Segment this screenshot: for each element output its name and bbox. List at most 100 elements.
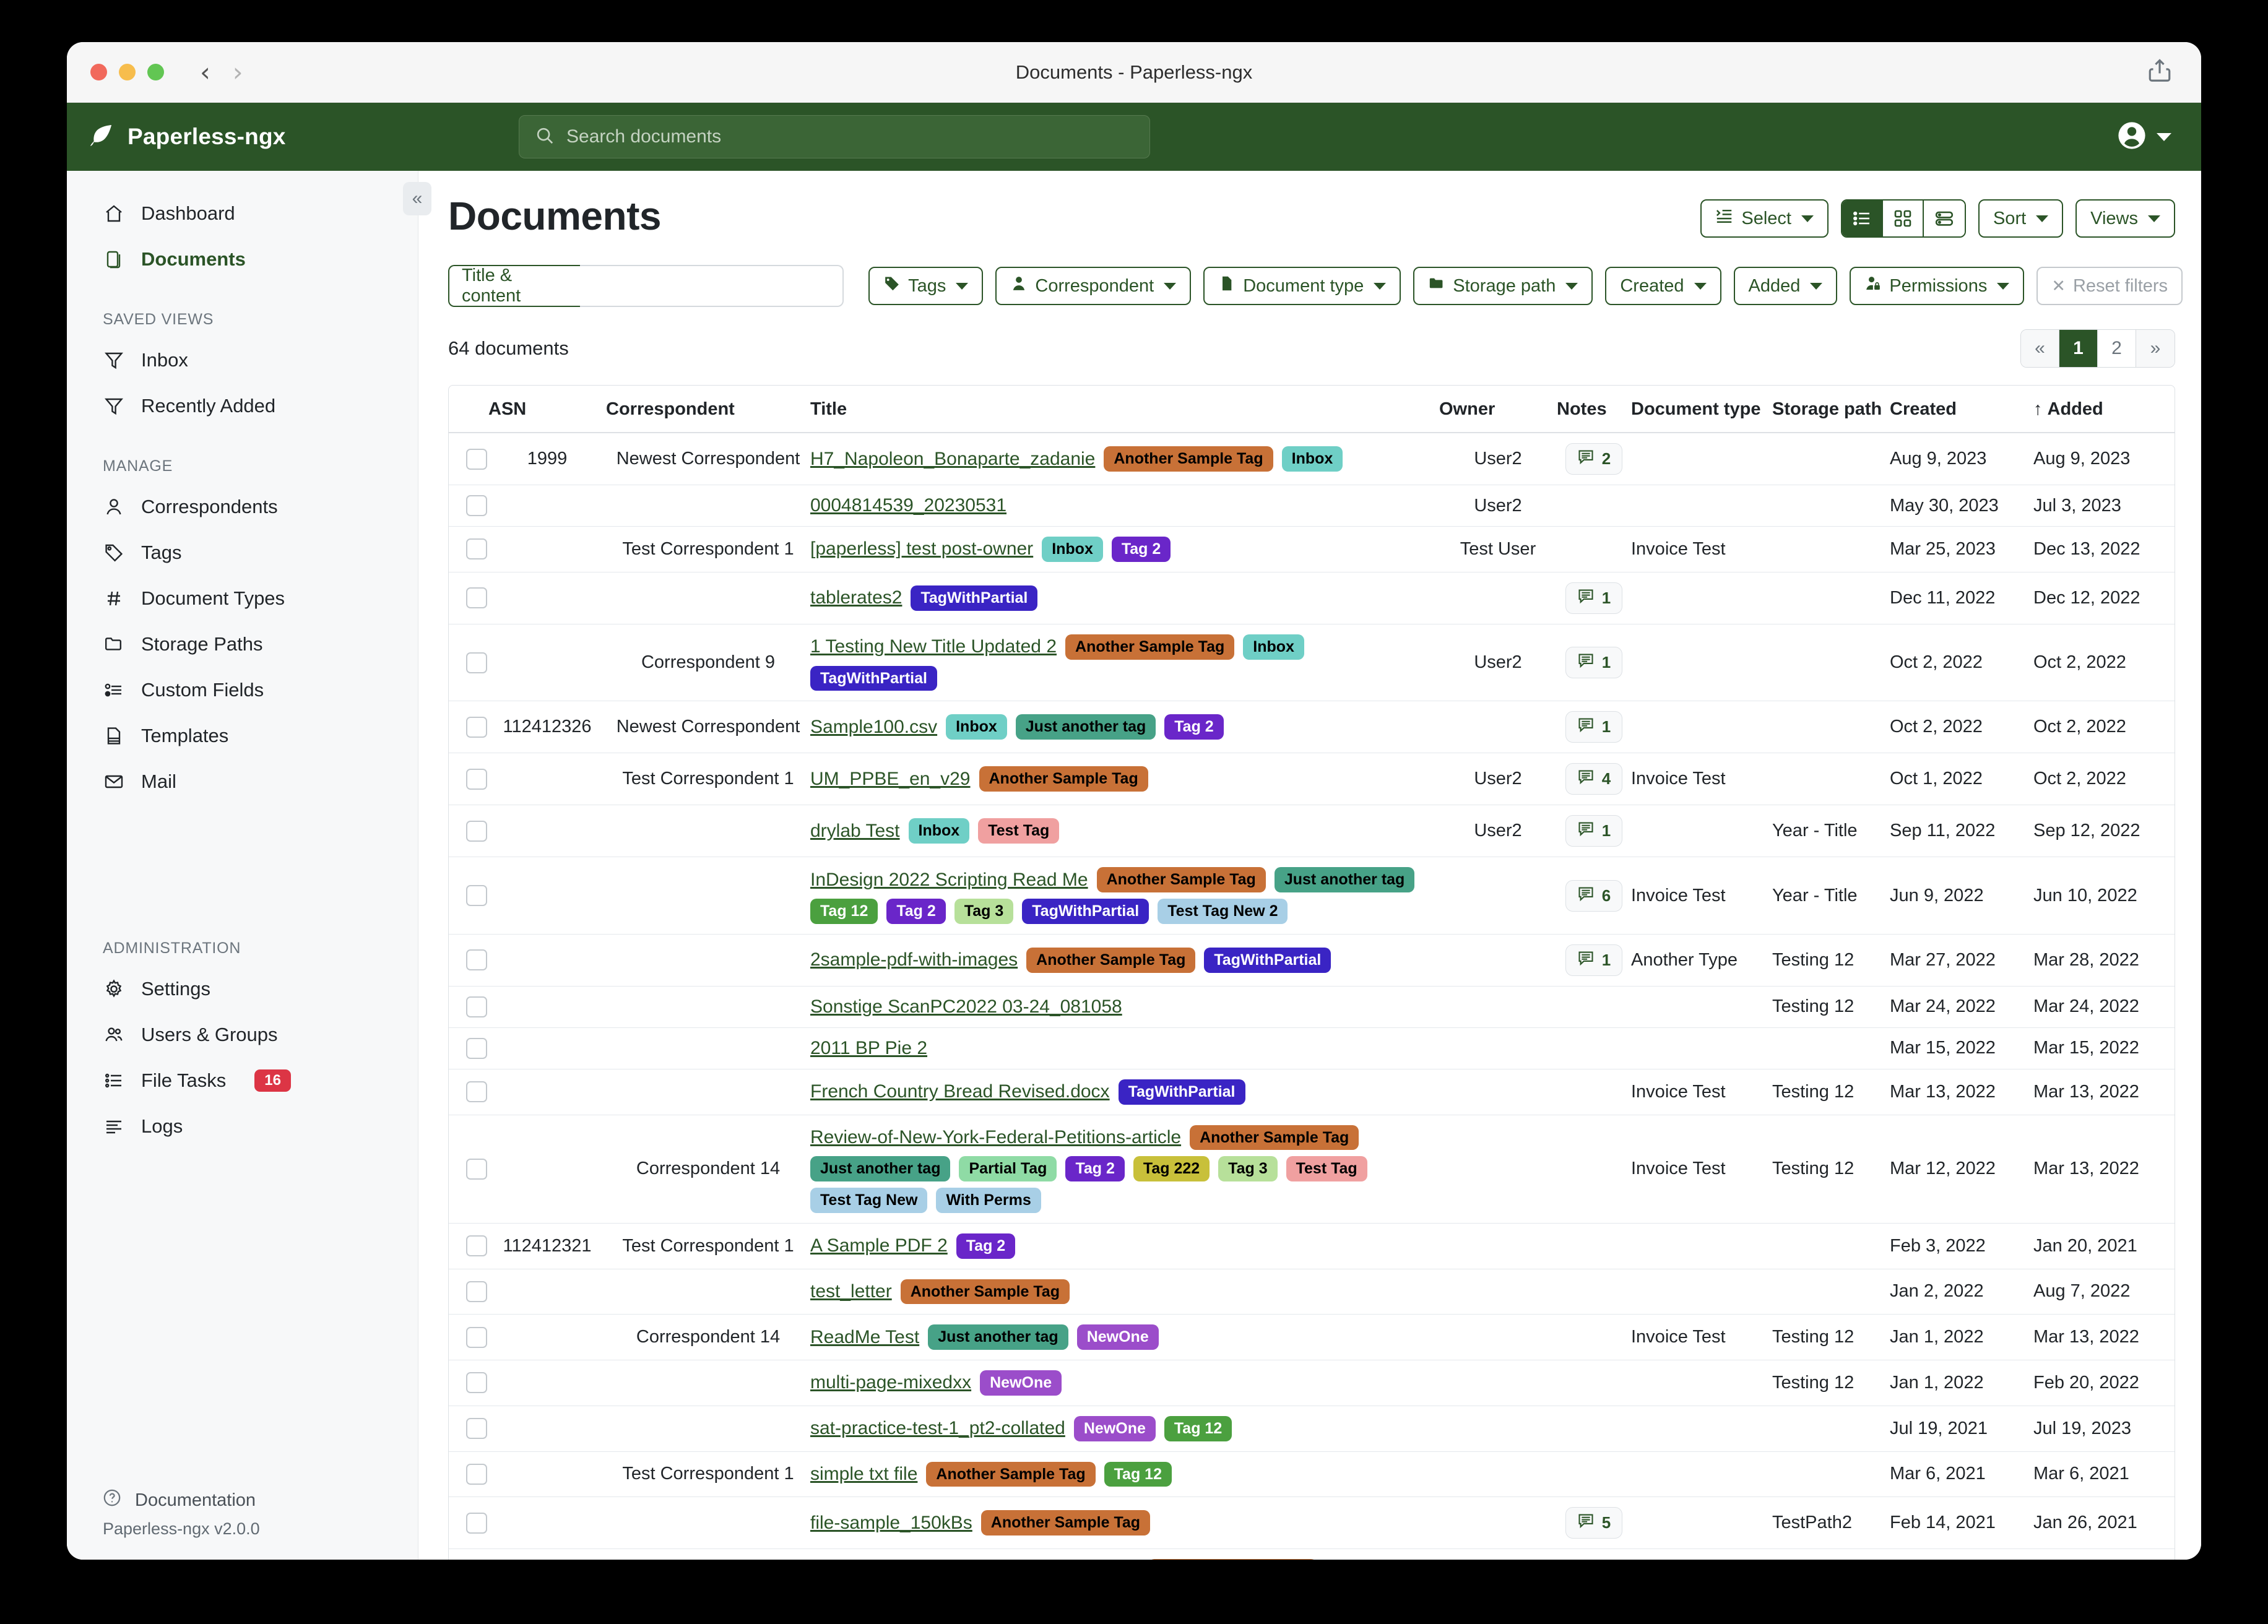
tag-chip[interactable]: Another Sample Tag <box>979 766 1148 792</box>
document-title-link[interactable]: H7_Napoleon_Bonaparte_zadanie <box>810 448 1096 469</box>
column-header-notes[interactable]: Notes <box>1557 386 1631 433</box>
row-checkbox[interactable] <box>466 652 487 673</box>
tag-chip[interactable]: Just another tag <box>810 1156 951 1181</box>
row-checkbox[interactable] <box>466 1235 487 1257</box>
reset-filters-button[interactable]: ✕ Reset filters <box>2036 267 2183 305</box>
notes-badge[interactable]: 2 <box>1565 443 1623 475</box>
tag-chip[interactable]: Tag 2 <box>886 899 946 924</box>
tag-chip[interactable]: Test Tag <box>978 818 1060 844</box>
tag-chip[interactable]: NewOne <box>980 1370 1062 1396</box>
row-checkbox[interactable] <box>466 1372 487 1394</box>
tag-chip[interactable]: Just another tag <box>928 1324 1068 1350</box>
notes-badge[interactable]: 1 <box>1565 582 1623 614</box>
document-title-link[interactable]: file-sample_150kBs <box>810 1512 972 1533</box>
tag-chip[interactable]: NewOne <box>1073 1415 1156 1441</box>
tag-chip[interactable]: Inbox <box>1042 537 1103 562</box>
document-title-link[interactable]: Review-of-New-York-Federal-Petitions-art… <box>810 1126 1182 1147</box>
table-row[interactable]: Test Correspondent 1 UM_PPBE_en_v29 Anothe… <box>449 753 2175 806</box>
sidebar-item-file-tasks[interactable]: File Tasks 16 <box>67 1058 418 1104</box>
table-row[interactable]: 1999 Newest Correspondent H7_Napoleon_Bona… <box>449 433 2175 485</box>
tag-chip[interactable]: Another Sample Tag <box>980 1510 1151 1536</box>
column-header-owner[interactable]: Owner <box>1439 386 1557 433</box>
tag-chip[interactable]: With Perms <box>936 1188 1041 1213</box>
table-row[interactable]: Test Correspondent 1 [paperless] test pos… <box>449 526 2175 572</box>
sidebar-item-inbox[interactable]: Inbox <box>67 337 418 383</box>
select-button[interactable]: Select <box>1700 199 1829 238</box>
notes-badge[interactable]: 6 <box>1565 879 1623 912</box>
sidebar-item-dashboard[interactable]: Dashboard <box>67 191 418 236</box>
tag-chip[interactable]: Just another tag <box>1015 714 1156 740</box>
permissions-filter-button[interactable]: Permissions <box>1850 267 2025 305</box>
forward-icon[interactable]: › <box>232 56 243 87</box>
sidebar-item-document-types[interactable]: Document Types <box>67 576 418 621</box>
created-filter-button[interactable]: Created <box>1605 267 1721 305</box>
table-row[interactable]: Test Correspondent 1 simple txt file Anoth… <box>449 1451 2175 1498</box>
table-row[interactable]: Correspondent 14 Review-of-New-York-Feder… <box>449 1115 2175 1224</box>
tag-chip[interactable]: TagWithPartial <box>1118 1079 1245 1105</box>
document-title-link[interactable]: 0004814539_20230531 <box>810 495 1007 516</box>
notes-badge[interactable]: 1 <box>1565 647 1623 678</box>
row-checkbox[interactable] <box>466 768 487 790</box>
grid-view-icon[interactable] <box>1882 201 1924 236</box>
tags-filter-button[interactable]: Tags <box>868 267 984 305</box>
tag-chip[interactable]: Tag 2 <box>1065 1156 1125 1181</box>
table-row[interactable]: 0004814539_20230531 User2 May 30, 2023 Jul … <box>449 485 2175 527</box>
sidebar-item-storage-paths[interactable]: Storage Paths <box>67 621 418 667</box>
column-header-added[interactable]: ↑ Added <box>2033 386 2175 433</box>
column-header-title[interactable]: Title <box>810 386 1439 433</box>
row-checkbox[interactable] <box>466 1281 487 1302</box>
table-row[interactable]: drylab Test Inbox Test Tag User2 1 Year - Tit… <box>449 805 2175 858</box>
table-row[interactable]: Correspondent 14 ReadMe Test Just another … <box>449 1314 2175 1360</box>
list-view-icon[interactable] <box>1842 201 1883 236</box>
document-title-link[interactable]: Sonstige ScanPC2022 03-24_081058 <box>810 996 1122 1017</box>
document-title-link[interactable]: ReadMe Test <box>810 1326 920 1347</box>
tag-chip[interactable]: Inbox <box>1243 634 1304 660</box>
row-checkbox[interactable] <box>466 996 487 1017</box>
tag-chip[interactable]: Tag 3 <box>1218 1156 1278 1181</box>
row-checkbox[interactable] <box>466 716 487 738</box>
tag-chip[interactable]: Just another tag <box>1274 867 1415 892</box>
document-title-link[interactable]: UM_PPBE_en_v29 <box>810 768 971 789</box>
row-checkbox[interactable] <box>466 1037 487 1059</box>
tag-chip[interactable]: Another Sample Tag <box>1148 1559 1318 1560</box>
table-row[interactable]: file-sample_150kBs Another Sample Tag 5 Tes… <box>449 1497 2175 1550</box>
document-type-filter-button[interactable]: Document type <box>1203 267 1401 305</box>
tag-chip[interactable]: Inbox <box>1281 446 1343 472</box>
document-title-link[interactable]: 2011 BP Pie 2 <box>810 1037 928 1058</box>
sidebar-item-tags[interactable]: Tags <box>67 530 418 576</box>
table-row[interactable]: InDesign 2022 Scripting Read Me Another S… <box>449 857 2175 935</box>
pagination-page-2[interactable]: 2 <box>2098 330 2136 367</box>
tag-chip[interactable]: TagWithPartial <box>911 585 1038 611</box>
row-checkbox[interactable] <box>466 538 487 560</box>
tag-chip[interactable]: Another Sample Tag <box>1190 1125 1359 1151</box>
user-menu-button[interactable] <box>2117 121 2171 153</box>
column-header-storage-path[interactable]: Storage path <box>1772 386 1890 433</box>
maximize-window-button[interactable] <box>147 64 164 80</box>
sidebar-item-custom-fields[interactable]: Custom Fields <box>67 667 418 713</box>
document-title-link[interactable]: 1 Testing New Title Updated 2 <box>810 636 1057 657</box>
tag-chip[interactable]: Another Sample Tag <box>926 1461 1096 1487</box>
notes-badge[interactable]: 1 <box>1565 944 1623 976</box>
tag-chip[interactable]: Tag 3 <box>954 899 1014 924</box>
sort-button[interactable]: Sort <box>1978 199 2064 238</box>
table-row[interactable]: Sonstige ScanPC2022 03-24_081058 Testing … <box>449 986 2175 1028</box>
pagination-first[interactable]: « <box>2021 330 2059 367</box>
row-checkbox[interactable] <box>466 885 487 906</box>
chevron-double-left-icon[interactable]: « <box>403 182 431 215</box>
row-checkbox[interactable] <box>466 1463 487 1485</box>
notes-badge[interactable]: 4 <box>1565 763 1623 795</box>
tag-chip[interactable]: Tag 12 <box>810 899 878 924</box>
title-content-input[interactable] <box>579 265 844 307</box>
notes-badge[interactable]: 5 <box>1565 1507 1623 1539</box>
tag-chip[interactable]: Tag 2 <box>956 1233 1016 1259</box>
document-title-link[interactable]: simple txt file <box>810 1463 918 1484</box>
tag-chip[interactable]: Inbox <box>908 818 970 844</box>
sidebar-item-settings[interactable]: Settings <box>67 966 418 1012</box>
close-window-button[interactable] <box>90 64 107 80</box>
document-title-link[interactable]: InDesign 2022 Scripting Read Me <box>810 869 1088 890</box>
tag-chip[interactable]: Partial Tag <box>959 1156 1057 1181</box>
detail-view-icon[interactable] <box>1923 201 1965 236</box>
sidebar-item-mail[interactable]: Mail <box>67 759 418 805</box>
tag-chip[interactable]: Tag 222 <box>1133 1156 1210 1181</box>
